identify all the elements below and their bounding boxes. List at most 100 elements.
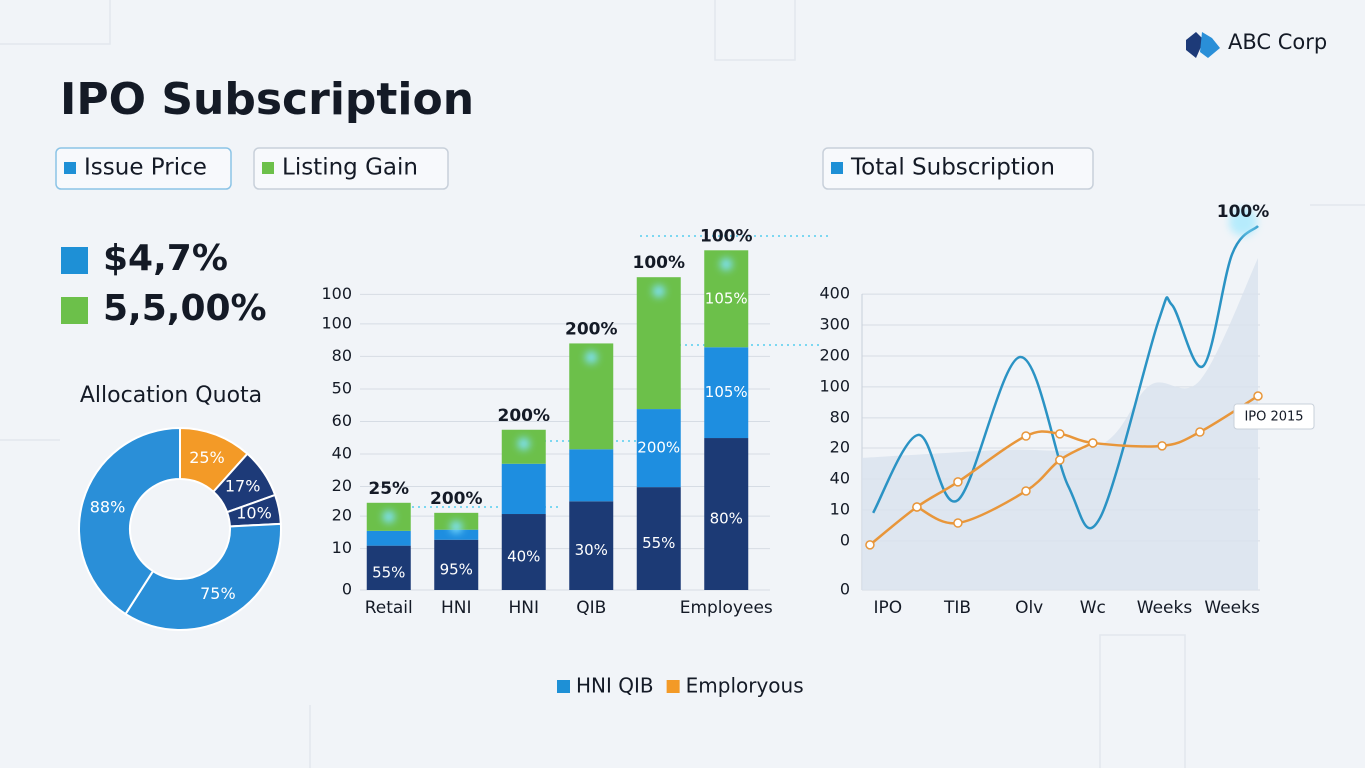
y-tick-label: 60 <box>332 411 352 430</box>
total-label: 200% <box>430 489 483 509</box>
segment-label: 40% <box>507 548 540 566</box>
total-label: 100% <box>700 226 753 246</box>
x-tick-label: IPO <box>874 598 903 618</box>
x-tick-label: Wc <box>1080 598 1106 618</box>
bar-segment <box>704 438 749 590</box>
slice-label: 75% <box>200 584 236 603</box>
legend-swatch <box>557 680 570 693</box>
point <box>1021 486 1031 496</box>
glow-dot <box>585 351 598 364</box>
filter-button[interactable] <box>822 147 1094 190</box>
bar-segment <box>366 530 411 546</box>
annotation-box <box>1233 403 1315 430</box>
point <box>1055 455 1065 465</box>
logo-icon <box>1186 32 1220 58</box>
point <box>953 518 963 528</box>
slice-label: 88% <box>90 497 126 516</box>
point <box>953 477 963 487</box>
bar-segment <box>366 545 411 590</box>
pie-slice <box>78 426 181 616</box>
segment-label: 105% <box>705 289 748 307</box>
glow-dot <box>450 520 463 533</box>
filter-swatch <box>262 162 274 174</box>
x-tick-label: TIB <box>943 598 971 618</box>
bar-segment <box>636 487 681 590</box>
y-tick-label: 50 <box>332 378 352 397</box>
x-tick-label: QIB <box>576 598 606 618</box>
pie-slice <box>124 522 282 631</box>
filter-button[interactable] <box>55 147 232 190</box>
total-label: 200% <box>565 319 618 339</box>
glow-dot <box>517 437 530 450</box>
filter-button[interactable] <box>253 147 449 190</box>
bar-segment <box>501 463 546 515</box>
segment-label: 95% <box>440 560 473 578</box>
slice-label: 10% <box>236 504 272 523</box>
bar-segment <box>434 539 479 590</box>
kpi-value: $4,7% <box>103 238 228 279</box>
bar-segment <box>434 529 479 540</box>
point <box>1253 391 1263 401</box>
x-tick-label: Weeks <box>1137 598 1193 618</box>
glow-dot <box>652 285 665 298</box>
slice-label: 25% <box>189 448 225 467</box>
y-tick-label: 0 <box>342 580 352 599</box>
y-tick-label: 100 <box>321 313 352 332</box>
annotation: IPO 2015 <box>1244 410 1303 425</box>
y-tick-label: 300 <box>819 315 850 334</box>
y-tick-label: 100 <box>819 376 850 395</box>
x-tick-label: Employees <box>680 598 773 618</box>
x-tick-label: Olv <box>1015 598 1043 618</box>
y-tick-label: 20 <box>332 506 352 525</box>
kpi-swatch <box>61 247 88 274</box>
point <box>865 540 875 550</box>
kpi-swatch <box>61 297 88 324</box>
page-title: IPO Subscription <box>60 74 474 125</box>
segment-label: 55% <box>372 563 405 581</box>
legend-label: Emploryous <box>686 674 804 698</box>
y-tick-label: 200 <box>819 345 850 364</box>
y-tick-label: 400 <box>819 284 850 303</box>
segment-label: 80% <box>710 510 743 528</box>
annotation: 100% <box>1217 202 1270 222</box>
segment-label: 55% <box>642 534 675 552</box>
line <box>872 225 1259 530</box>
x-tick-label: Retail <box>365 598 413 618</box>
point <box>1088 438 1098 448</box>
chart-title: Allocation Quota <box>80 383 262 408</box>
bar-segment <box>569 449 614 502</box>
filter-swatch <box>831 162 843 174</box>
glow-dot <box>720 258 733 271</box>
y-tick-label: 0 <box>840 530 850 549</box>
segment-label: 105% <box>705 383 748 401</box>
segment-label: 30% <box>575 541 608 559</box>
point <box>1195 427 1205 437</box>
x-tick-label: Weeks <box>1204 598 1260 618</box>
y-tick-label: 40 <box>830 468 850 487</box>
point <box>912 502 922 512</box>
area <box>862 258 1259 590</box>
bar-segment <box>501 514 546 590</box>
y-tick-label: 40 <box>332 444 352 463</box>
bar-segment <box>636 409 681 488</box>
total-label: 200% <box>497 406 550 426</box>
bar-segment <box>569 501 614 590</box>
slice-label: 17% <box>225 476 261 495</box>
x-tick-label: HNI <box>441 598 472 618</box>
filter-label: Issue Price <box>84 155 207 181</box>
bar-segment <box>704 347 749 439</box>
total-label: 25% <box>368 479 409 499</box>
filter-label: Listing Gain <box>282 155 418 181</box>
legend-label: HNI QIB <box>576 674 654 698</box>
y-tick-label: 80 <box>332 346 352 365</box>
segment-label: 200% <box>637 439 680 457</box>
x-tick-label: HNI <box>508 598 539 618</box>
y-tick-label: 20 <box>830 438 850 457</box>
y-tick-label: 100 <box>321 284 352 303</box>
point <box>1157 441 1167 451</box>
bar-segment <box>636 277 681 410</box>
logo-text: ABC Corp <box>1228 30 1327 54</box>
